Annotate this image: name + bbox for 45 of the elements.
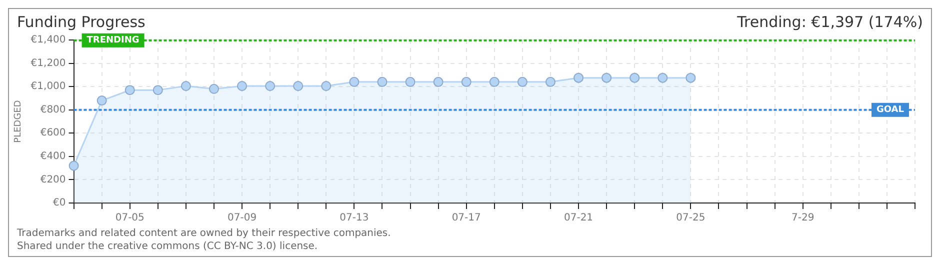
- point: [658, 72, 668, 83]
- point: [68, 160, 79, 171]
- x-tick-label: 07-09: [228, 212, 257, 224]
- x-tick-label: 07-21: [564, 212, 594, 224]
- y-tick-label: €400: [40, 151, 66, 162]
- text: Trademarks and related content are owned by their respective companies.: [17, 227, 392, 240]
- point: [602, 72, 612, 83]
- point: [433, 76, 444, 87]
- point: [489, 76, 500, 87]
- point: [237, 80, 248, 91]
- y-tick-label: €200: [40, 174, 66, 186]
- point: [349, 76, 360, 87]
- point: [377, 76, 388, 87]
- point: [545, 76, 556, 87]
- x-tick-label: 07-13: [340, 212, 369, 224]
- point: [686, 72, 696, 83]
- x-tick-label: 07-17: [452, 212, 481, 224]
- point: [293, 80, 304, 91]
- y-tick-label: €800: [40, 104, 66, 116]
- point: [152, 85, 163, 96]
- x-tick-label: 07-05: [115, 212, 144, 224]
- point: [208, 84, 219, 94]
- ref-line-label: TRENDING: [86, 36, 140, 46]
- y-tick-label: €1,400: [30, 34, 66, 46]
- point: [405, 76, 416, 87]
- text: Shared under the creative commons (CC BY-NC 3.0) license.: [17, 240, 319, 253]
- point: [321, 80, 332, 91]
- chart-subtitle: Trending: €1,397 (174%): [737, 13, 923, 31]
- y-tick-label: €0: [53, 198, 66, 209]
- chart-title: Funding Progress: [17, 13, 146, 31]
- point: [630, 72, 640, 83]
- y-tick-label: €1,000: [30, 81, 66, 92]
- point: [574, 72, 584, 83]
- x-tick-label: 07-25: [676, 212, 706, 224]
- point: [461, 76, 472, 87]
- point: [180, 80, 191, 91]
- point: [517, 76, 528, 87]
- point: [96, 96, 107, 106]
- y-axis-title: PLEDGED: [14, 100, 24, 143]
- x-tick-label: 7-29: [791, 212, 814, 224]
- y-tick-label: €600: [40, 128, 66, 139]
- ref-line-label: GOAL: [876, 105, 904, 116]
- point: [124, 85, 135, 96]
- y-tick-label: €1,200: [30, 58, 66, 69]
- point: [265, 80, 276, 91]
